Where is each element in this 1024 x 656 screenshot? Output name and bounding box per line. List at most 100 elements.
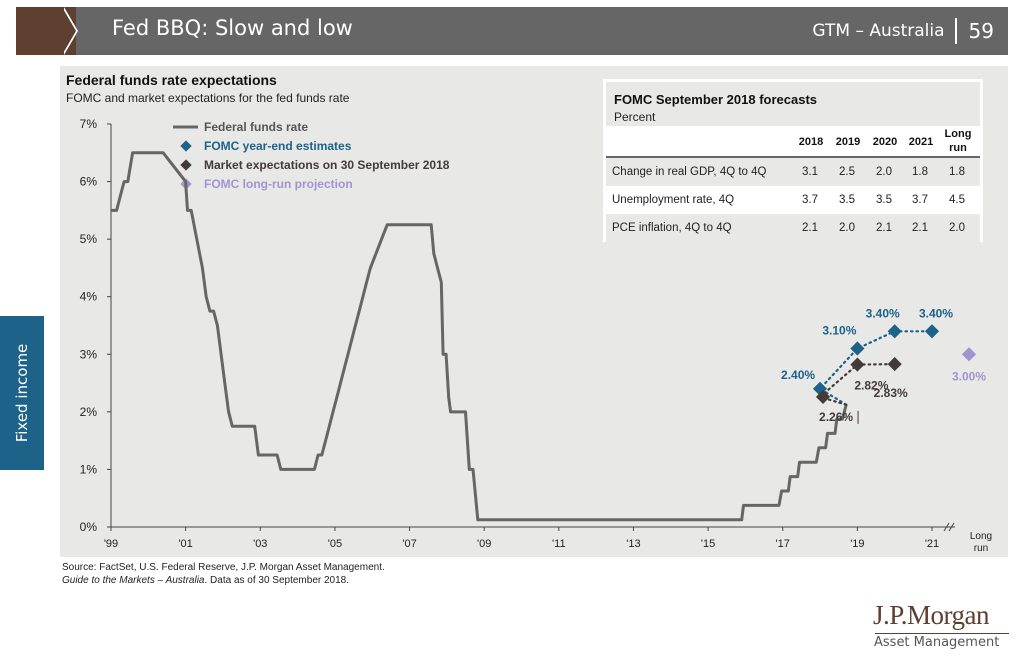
legend-label: FOMC long-run projection	[204, 177, 353, 191]
x-tick-label: '07	[402, 538, 416, 550]
y-tick-label: 0%	[80, 520, 98, 534]
guide-date: . Data as of 30 September 2018.	[204, 575, 350, 586]
long-run-projection-label: 3.00%	[952, 369, 986, 383]
y-tick-label: 6%	[80, 175, 98, 189]
x-tick-label: '21	[925, 538, 939, 550]
source-note: Source: FactSet, U.S. Federal Reserve, J…	[62, 562, 385, 573]
forecast-table-unit: Percent	[614, 110, 656, 124]
forecast-table: FOMC September 2018 forecasts Percent 20…	[603, 79, 983, 242]
header-bar	[76, 7, 1008, 55]
fomc-estimates-dotted-line	[818, 330, 934, 406]
x-tick-label: '05	[328, 538, 342, 550]
column-header: 2019	[835, 136, 861, 148]
guide-title: Guide to the Markets – Australia	[62, 575, 205, 586]
chart-title: Federal funds rate expectations	[66, 72, 277, 88]
axis-break-mark	[943, 522, 950, 532]
y-tick-label: 3%	[80, 347, 98, 361]
page-number: 59	[968, 19, 994, 43]
y-tick-label: 2%	[80, 405, 98, 419]
axes: 0% 1% 2% 3% 4% 5% 6% 7% '99 '01 '03 '05 '07 '09 '11 '13…	[80, 117, 992, 554]
logo-subtitle: Asset Management	[874, 635, 1000, 650]
table-cell: 3.5	[839, 194, 855, 206]
column-header: 2018	[798, 136, 824, 148]
table-cell: 3.7	[912, 194, 928, 206]
header-right: GTM – Australia 59	[812, 18, 994, 44]
legend-label: Market expectations on 30 September 2018	[204, 158, 450, 172]
long-run-projection-marker	[961, 347, 977, 362]
x-tick-label: '15	[701, 538, 715, 550]
y-tick-label: 7%	[80, 117, 98, 131]
forecast-table-body: FOMC September 2018 forecasts Percent 20…	[606, 82, 980, 242]
table-cell: 1.8	[949, 166, 965, 178]
x-tick-label: '13	[626, 538, 640, 550]
table-cell: 2.0	[876, 166, 892, 178]
jpmorgan-logo: J.P.Morgan	[873, 600, 990, 630]
x-tick-label-long-run: run	[974, 543, 988, 554]
column-header-long-run: Long run	[941, 127, 975, 155]
fomc-estimate-marker	[850, 341, 865, 356]
fed-funds-rate-line	[111, 151, 848, 522]
table-row: PCE inflation, 4Q to 4Q 2.1 2.0 2.1 2.1 …	[606, 214, 980, 242]
fomc-estimate-label: 3.40%	[866, 306, 900, 320]
market-expectation-label: 2.26%	[819, 410, 853, 424]
legend-diamond-swatch	[180, 140, 192, 152]
column-header-line: Long	[944, 128, 972, 140]
table-cell: 2.0	[949, 222, 965, 234]
legend-label: FOMC year-end estimates	[204, 139, 352, 153]
table-row: Change in real GDP, 4Q to 4Q 3.1 2.5 2.0…	[606, 158, 980, 186]
market-expectations-dotted-line	[817, 363, 896, 406]
fomc-estimate-marker	[887, 324, 902, 339]
header-divider	[954, 18, 957, 44]
section-label: GTM – Australia	[812, 21, 945, 41]
column-header: 2020	[872, 136, 898, 148]
forecast-table-title: FOMC September 2018 forecasts	[614, 92, 818, 107]
table-cell: 2.5	[839, 166, 855, 178]
axis-break-mark	[948, 522, 955, 532]
series-layer: 2.40% 3.10% 3.40% 3.40% 2.26% 2.82%2.83% 3.00%	[111, 151, 986, 522]
forecast-table-header: 2018 2019 2020 2021 Long run	[606, 126, 980, 158]
table-cell: 2.0	[839, 222, 855, 234]
header-chevron-tip	[62, 7, 76, 55]
column-header: 2021	[908, 136, 934, 148]
market-expectation-marker	[815, 389, 831, 404]
table-cell: 3.7	[802, 194, 818, 206]
y-tick-label: 4%	[80, 290, 98, 304]
x-tick-label: '11	[552, 538, 566, 550]
table-cell: 1.8	[912, 166, 928, 178]
row-label: PCE inflation, 4Q to 4Q	[612, 222, 732, 234]
legend-diamond-swatch	[180, 159, 192, 171]
fomc-estimate-marker	[924, 324, 940, 339]
logo-divider	[875, 633, 1009, 634]
fomc-estimate-label: 3.10%	[822, 324, 856, 338]
x-tick-label: '09	[477, 538, 491, 550]
table-cell: 2.1	[876, 222, 892, 234]
row-label: Change in real GDP, 4Q to 4Q	[612, 166, 767, 178]
fomc-estimate-label: 2.40%	[781, 368, 815, 382]
table-row: Unemployment rate, 4Q 3.7 3.5 3.5 3.7 4.…	[606, 186, 980, 214]
x-tick-label: '17	[776, 538, 790, 550]
column-header-line: run	[949, 142, 967, 154]
x-tick-label: '01	[178, 538, 192, 550]
legend-label: Federal funds rate	[204, 120, 308, 134]
fomc-estimate-label: 3.40%	[919, 306, 953, 320]
slide-title: Fed BBQ: Slow and low	[112, 16, 353, 40]
market-expectation-marker	[887, 357, 902, 372]
market-expectation-label: 2.83%	[874, 386, 908, 400]
table-cell: 3.1	[802, 166, 818, 178]
table-cell: 4.5	[949, 194, 965, 206]
x-tick-label: '19	[850, 538, 864, 550]
x-tick-label: '03	[253, 538, 267, 550]
y-tick-label: 1%	[80, 462, 98, 476]
y-tick-label: 5%	[80, 232, 98, 246]
market-expectation-marker	[850, 357, 865, 372]
x-tick-label-long-run: Long	[970, 531, 992, 542]
chart-subtitle: FOMC and market expectations for the fed…	[66, 91, 350, 105]
side-tab-fixed-income[interactable]: Fixed income	[0, 316, 44, 470]
guide-note: Guide to the Markets – Australia. Data a…	[62, 575, 349, 586]
x-tick-label: '99	[104, 538, 118, 550]
table-cell: 3.5	[876, 194, 892, 206]
table-cell: 2.1	[802, 222, 818, 234]
market-expectation-label: 2.82%	[854, 379, 888, 393]
legend: Federal funds rate FOMC year-end estimate…	[173, 120, 450, 191]
